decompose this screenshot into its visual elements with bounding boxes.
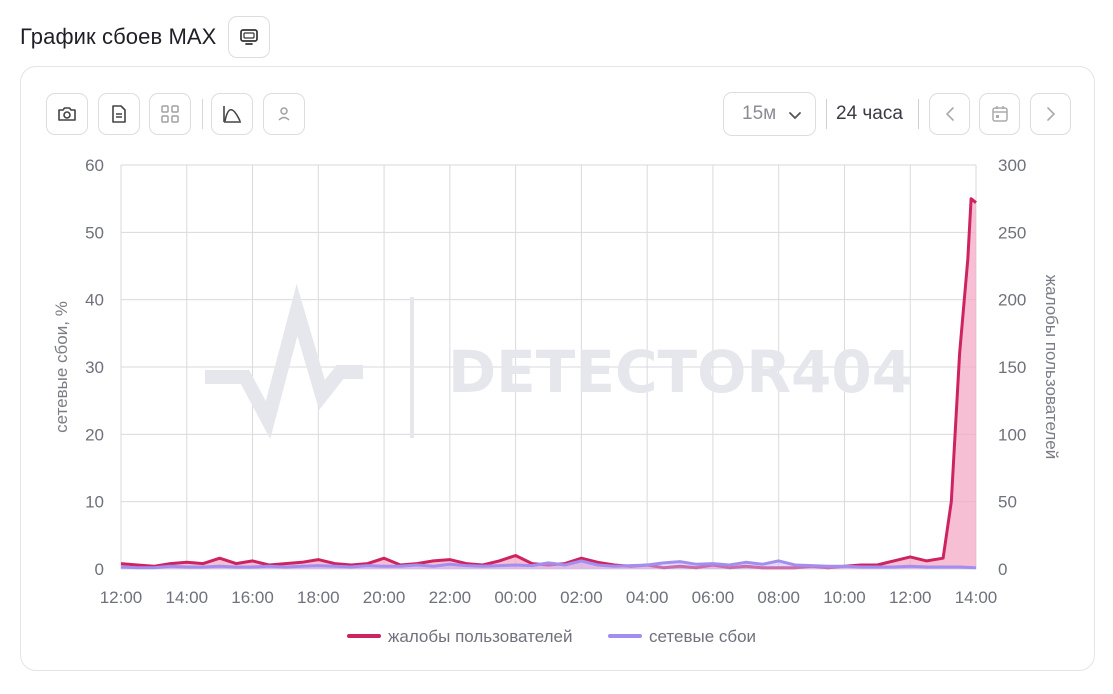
y-left-axis-title: сетевые сбои, % [52, 301, 71, 433]
x-tick-label: 08:00 [757, 588, 800, 607]
calendar-icon [991, 106, 1008, 122]
chart-series [120, 197, 977, 570]
x-tick-label: 04:00 [626, 588, 669, 607]
x-tick-label: 02:00 [560, 588, 603, 607]
y-right-axis-title: жалобы пользователей [1042, 275, 1061, 459]
person-icon [278, 107, 290, 121]
camera-icon [58, 107, 76, 121]
x-tick-label: 12:00 [100, 588, 143, 607]
x-tick-label: 18:00 [297, 588, 340, 607]
x-tick-label: 00:00 [494, 588, 537, 607]
y-left-tick-label: 0 [95, 560, 104, 579]
chevron-down-icon [789, 112, 801, 120]
y-left-tick-label: 30 [85, 358, 104, 377]
x-tick-label: 10:00 [823, 588, 866, 607]
prev-period-button[interactable] [929, 93, 970, 135]
document-icon [112, 105, 126, 123]
chart-card: 15м 24 часа [20, 66, 1095, 671]
chevron-left-icon [945, 107, 954, 121]
y-left-tick-label: 20 [85, 425, 104, 444]
legend-label: сетевые сбои [649, 627, 756, 646]
chart-grid [120, 164, 977, 570]
watermark: DETECTOR404 [205, 283, 912, 440]
complaints-line [120, 197, 977, 570]
y-left-tick-label: 40 [85, 291, 104, 310]
interval-select[interactable]: 15м [723, 92, 816, 136]
page-title: График сбоев MAX [20, 24, 217, 49]
screenshot-button[interactable] [46, 93, 88, 135]
divider [826, 99, 827, 129]
divider [918, 99, 919, 129]
chart-axes: 0 0 10 50 20 100 30 150 40 200 50 250 60 300 12:00 14:0… [52, 156, 1061, 607]
chart-curve-icon [223, 106, 241, 123]
y-right-tick-label: 300 [998, 156, 1026, 175]
interval-value: 15м [742, 103, 777, 124]
watermark-logo-icon [205, 283, 363, 440]
y-left-tick-label: 50 [85, 223, 104, 242]
chart-mode-button[interactable] [211, 93, 253, 135]
x-tick-label: 14:00 [165, 588, 208, 607]
y-left-tick-label: 10 [85, 493, 104, 512]
y-right-tick-label: 200 [998, 291, 1026, 310]
calendar-button[interactable] [979, 93, 1020, 135]
chart-legend: жалобы пользователей сетевые сбои [347, 627, 756, 646]
x-tick-label: 22:00 [429, 588, 472, 607]
range-label: 24 часа [836, 103, 903, 124]
next-period-button[interactable] [1030, 93, 1071, 135]
y-right-tick-label: 50 [998, 493, 1017, 512]
y-right-tick-label: 250 [998, 223, 1026, 242]
user-filter-button[interactable] [263, 93, 305, 135]
y-right-tick-label: 0 [998, 560, 1007, 579]
x-tick-label: 20:00 [363, 588, 406, 607]
header: График сбоев MAX [20, 16, 271, 58]
chevron-right-icon [1046, 107, 1055, 121]
x-tick-label: 06:00 [692, 588, 735, 607]
grid-view-button[interactable] [149, 93, 191, 135]
monitor-icon [240, 29, 259, 45]
legend-label: жалобы пользователей [388, 627, 572, 646]
network-line [120, 559, 977, 570]
y-right-tick-label: 150 [998, 358, 1026, 377]
export-data-button[interactable] [98, 93, 140, 135]
grid-icon [161, 105, 179, 123]
x-tick-label: 16:00 [231, 588, 274, 607]
fullscreen-button[interactable] [228, 16, 271, 58]
watermark-text: DETECTOR404 [448, 338, 912, 406]
x-tick-label: 12:00 [889, 588, 932, 607]
x-tick-label: 14:00 [955, 588, 998, 607]
y-left-tick-label: 60 [85, 156, 104, 175]
y-right-tick-label: 100 [998, 425, 1026, 444]
toolbar-divider [202, 99, 203, 129]
